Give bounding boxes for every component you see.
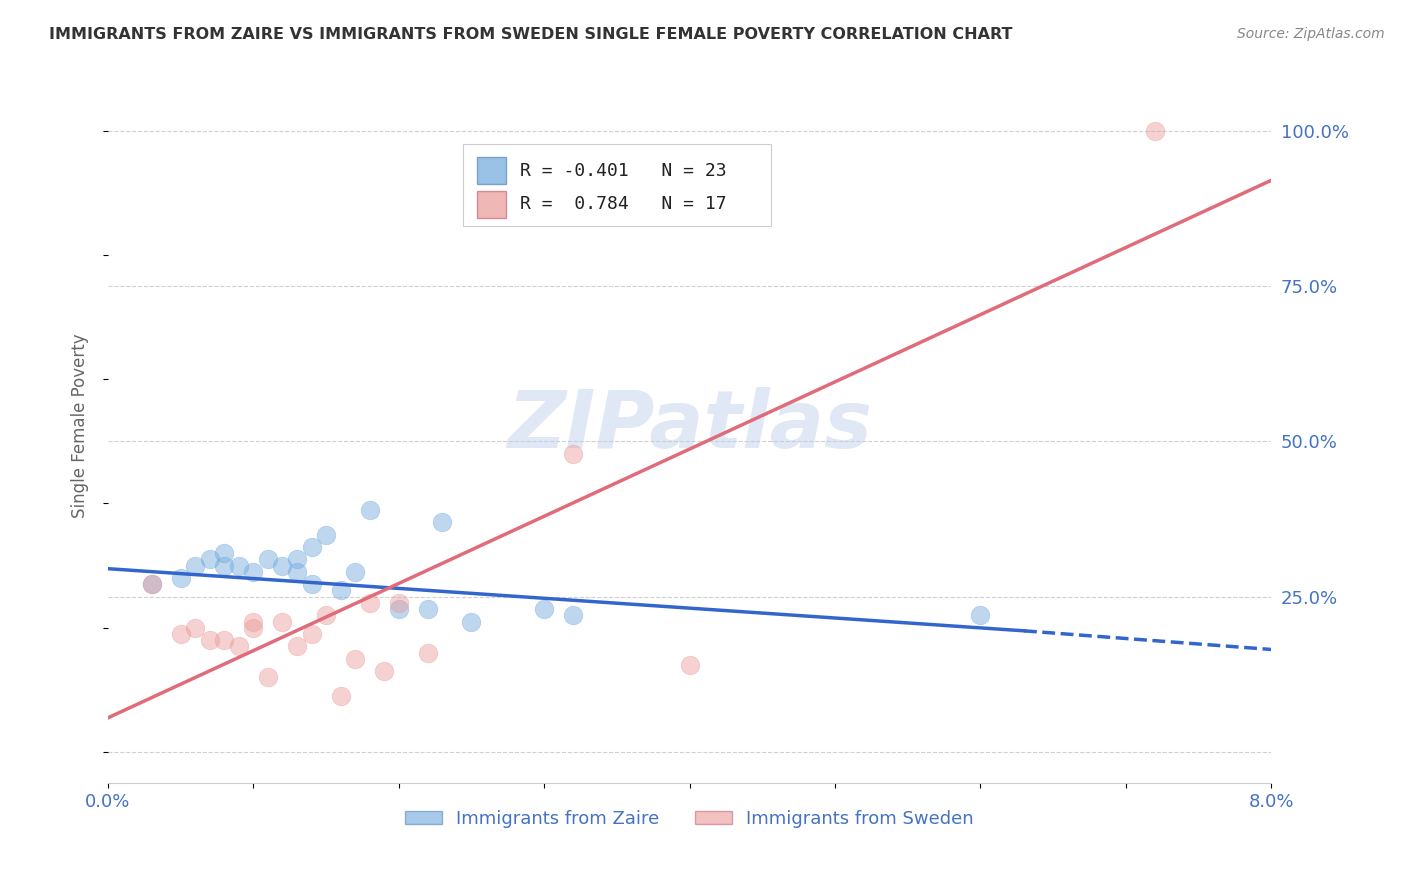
Point — [416, 646, 439, 660]
Point — [359, 502, 381, 516]
Point — [344, 652, 367, 666]
Point — [562, 447, 585, 461]
Point — [170, 571, 193, 585]
Point — [285, 552, 308, 566]
Point — [301, 540, 323, 554]
Point — [228, 640, 250, 654]
Text: R =  0.784   N = 17: R = 0.784 N = 17 — [520, 195, 727, 213]
Point — [184, 558, 207, 573]
Point — [678, 658, 700, 673]
Point — [344, 565, 367, 579]
Point — [416, 602, 439, 616]
Point — [301, 577, 323, 591]
Point — [257, 670, 280, 684]
Point — [214, 546, 236, 560]
Point — [271, 558, 294, 573]
Text: Source: ZipAtlas.com: Source: ZipAtlas.com — [1237, 27, 1385, 41]
Point — [1143, 123, 1166, 137]
Point — [533, 602, 555, 616]
Point — [359, 596, 381, 610]
Point — [969, 608, 991, 623]
Point — [329, 583, 352, 598]
Point — [198, 633, 221, 648]
Point — [301, 627, 323, 641]
Point — [198, 552, 221, 566]
Point — [271, 615, 294, 629]
Text: IMMIGRANTS FROM ZAIRE VS IMMIGRANTS FROM SWEDEN SINGLE FEMALE POVERTY CORRELATIO: IMMIGRANTS FROM ZAIRE VS IMMIGRANTS FROM… — [49, 27, 1012, 42]
Point — [562, 608, 585, 623]
Point — [141, 577, 163, 591]
Point — [141, 577, 163, 591]
Point — [184, 621, 207, 635]
Point — [388, 602, 411, 616]
Point — [242, 621, 264, 635]
Legend: Immigrants from Zaire, Immigrants from Sweden: Immigrants from Zaire, Immigrants from S… — [398, 802, 981, 835]
Point — [432, 515, 454, 529]
Point — [214, 558, 236, 573]
Text: ZIPatlas: ZIPatlas — [508, 387, 872, 465]
Point — [228, 558, 250, 573]
Point — [329, 689, 352, 703]
Y-axis label: Single Female Poverty: Single Female Poverty — [72, 334, 89, 518]
FancyBboxPatch shape — [463, 144, 770, 226]
Point — [285, 565, 308, 579]
Point — [373, 664, 395, 678]
Point — [460, 615, 482, 629]
Point — [285, 640, 308, 654]
Text: R = -0.401   N = 23: R = -0.401 N = 23 — [520, 161, 727, 179]
Point — [170, 627, 193, 641]
Point — [257, 552, 280, 566]
Bar — [477, 191, 506, 218]
Point — [315, 608, 337, 623]
Point — [315, 527, 337, 541]
Point — [388, 596, 411, 610]
Point — [242, 615, 264, 629]
Bar — [477, 157, 506, 185]
Point — [214, 633, 236, 648]
Point — [242, 565, 264, 579]
